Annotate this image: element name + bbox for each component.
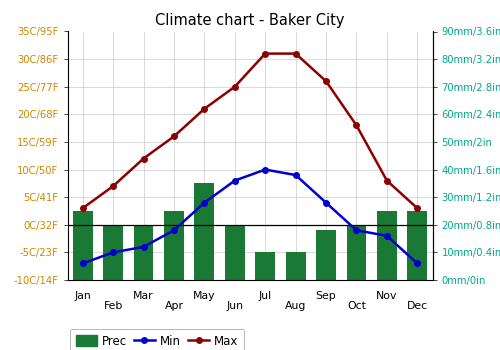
Text: Aug: Aug	[285, 301, 306, 311]
Bar	[408, 211, 427, 280]
Bar	[377, 211, 397, 280]
Bar	[103, 225, 123, 280]
Bar	[286, 252, 306, 280]
Title: Climate chart - Baker City: Climate chart - Baker City	[155, 13, 345, 28]
Text: Feb: Feb	[104, 301, 123, 311]
Bar	[194, 183, 214, 280]
Text: Mar: Mar	[133, 291, 154, 301]
Legend: Prec, Min, Max: Prec, Min, Max	[70, 329, 244, 350]
Text: Sep: Sep	[316, 291, 336, 301]
Text: Jan: Jan	[74, 291, 91, 301]
Text: May: May	[193, 291, 216, 301]
Text: Jul: Jul	[258, 291, 272, 301]
Bar	[256, 252, 275, 280]
Bar	[346, 225, 366, 280]
Text: Jun: Jun	[226, 301, 244, 311]
Text: Dec: Dec	[406, 301, 428, 311]
Text: Oct: Oct	[347, 301, 366, 311]
Bar	[134, 225, 154, 280]
Text: Apr: Apr	[164, 301, 184, 311]
Text: Nov: Nov	[376, 291, 398, 301]
Bar	[316, 230, 336, 280]
Bar	[164, 211, 184, 280]
Bar	[225, 225, 244, 280]
Bar	[73, 211, 92, 280]
